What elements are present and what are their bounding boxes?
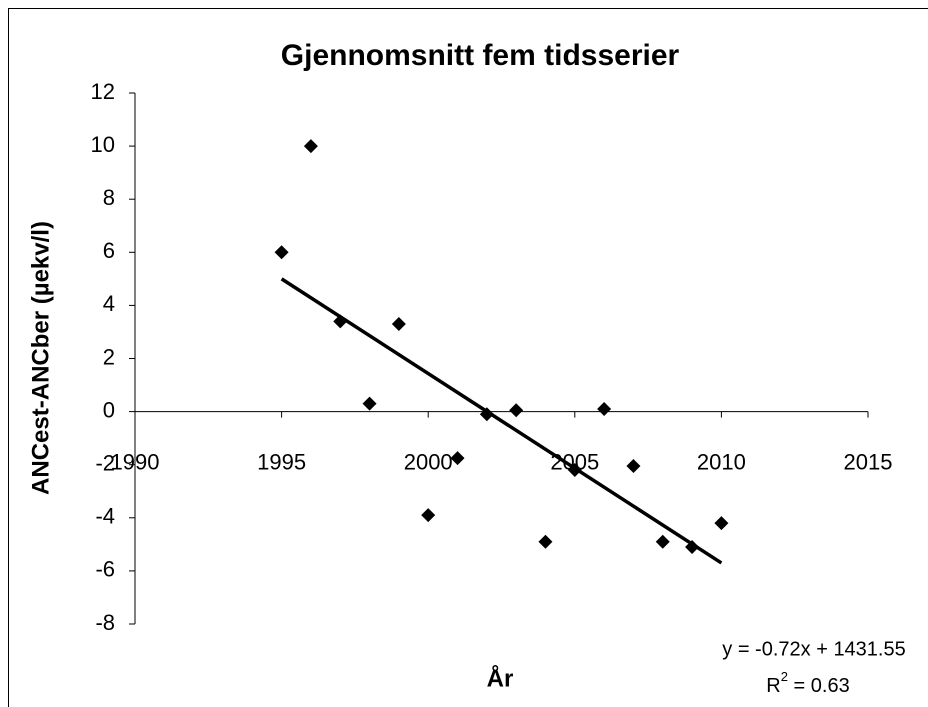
point	[655, 534, 670, 549]
point	[714, 516, 729, 531]
trendline	[280, 277, 723, 565]
y-tick-label: 8	[103, 185, 115, 210]
r-squared: R2 = 0.63	[766, 669, 849, 697]
point	[597, 401, 612, 416]
point	[421, 508, 436, 523]
r2-base: R	[766, 675, 780, 697]
point	[450, 451, 465, 466]
y-tick-label: 0	[103, 397, 115, 422]
point	[567, 463, 582, 478]
point	[509, 403, 524, 418]
chart-title: Gjennomsnitt fem tidsserier	[281, 39, 680, 72]
point	[626, 459, 641, 474]
r2-rest: = 0.63	[788, 675, 850, 697]
y-tick-label: 10	[91, 132, 115, 157]
x-tick-label: 1990	[111, 449, 160, 474]
y-tick-label: -6	[95, 557, 115, 582]
y-tick-label: 2	[103, 344, 115, 369]
y-tick-label: 12	[91, 79, 115, 104]
x-axis-label: År	[487, 664, 514, 692]
point	[362, 396, 377, 411]
trend-equation: y = -0.72x + 1431.55	[722, 638, 905, 660]
point	[303, 139, 318, 154]
y-tick-label: 6	[103, 238, 115, 263]
point	[685, 540, 700, 555]
y-tick-label: -8	[95, 610, 115, 635]
point	[274, 245, 289, 260]
r2-sup: 2	[781, 669, 788, 684]
x-tick-label: 2015	[844, 449, 893, 474]
x-tick-label: 2000	[404, 449, 453, 474]
point	[479, 407, 494, 422]
y-tick-label: -4	[95, 504, 115, 529]
chart-frame	[8, 8, 928, 707]
point	[391, 316, 406, 331]
y-tick-label: 4	[103, 291, 115, 316]
y-tick-label: -2	[95, 451, 115, 476]
x-tick-label: 1995	[257, 449, 306, 474]
point	[333, 314, 348, 329]
x-tick-label: 2010	[697, 449, 746, 474]
y-axis-label: ANCest-ANCber (µekv/l)	[27, 221, 54, 495]
point	[538, 534, 553, 549]
